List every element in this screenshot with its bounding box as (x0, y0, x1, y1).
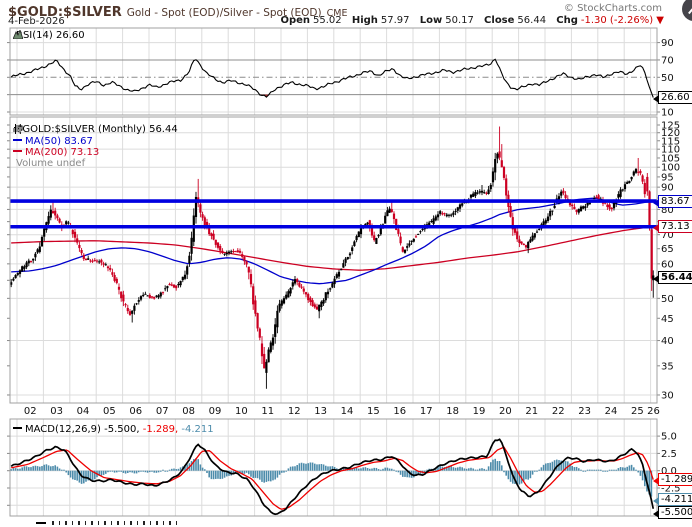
high-value: 57.97 (380, 15, 410, 26)
macd-signal-box: -1.289 (653, 473, 692, 486)
svg-text:10: 10 (661, 108, 674, 119)
close-value: 56.44 (517, 15, 547, 26)
svg-text:20: 20 (499, 406, 512, 417)
svg-text:09: 09 (209, 406, 222, 417)
svg-text:08: 08 (182, 406, 195, 417)
svg-text:02: 02 (24, 406, 37, 417)
price-legend: $GOLD:$SILVER (Monthly) 56.44 MA(50) 83.… (13, 124, 178, 169)
svg-text:23: 23 (578, 406, 591, 417)
svg-text:11: 11 (261, 406, 274, 417)
svg-text:15: 15 (367, 406, 380, 417)
ma200-line-icon (13, 150, 22, 152)
svg-text:35: 35 (661, 361, 674, 372)
svg-text:45: 45 (661, 314, 674, 325)
svg-text:03: 03 (50, 406, 63, 417)
macd-line-box: -5.500 (653, 506, 692, 519)
svg-text:25: 25 (631, 406, 644, 417)
svg-text:06: 06 (129, 406, 142, 417)
svg-text:12: 12 (288, 406, 301, 417)
svg-text:07: 07 (156, 406, 169, 417)
macd-signal-value: -1.289, (142, 424, 179, 435)
svg-text:30: 30 (661, 390, 674, 401)
rsi-label: RSI(14) (16, 30, 53, 41)
svg-text:80: 80 (661, 205, 674, 216)
svg-text:21: 21 (525, 406, 538, 417)
low-value: 50.17 (445, 15, 474, 26)
macd-label: MACD(12,26,9) (25, 424, 101, 435)
rsi-legend: RSI(14) 26.60 (13, 30, 85, 41)
svg-text:2.5: 2.5 (661, 449, 677, 460)
svg-text:70: 70 (661, 55, 674, 66)
svg-text:0.0: 0.0 (661, 466, 677, 477)
svg-text:115: 115 (661, 136, 680, 147)
macd-hist-box: -4.211 (653, 493, 692, 506)
svg-text:14: 14 (341, 406, 354, 417)
ma200-value: 73.13 (70, 147, 100, 158)
volume-label: Volume (16, 158, 54, 169)
ma200-value-box: 73.13 (653, 220, 692, 233)
svg-text:70: 70 (661, 230, 674, 241)
svg-text:90: 90 (661, 38, 674, 49)
chg-down-arrow-icon: ▼ (656, 15, 664, 26)
svg-text:04: 04 (77, 406, 90, 417)
close-value-box: 56.44 (653, 271, 692, 284)
ma50-line-icon (13, 139, 22, 141)
svg-text:50: 50 (661, 294, 674, 305)
svg-text:40: 40 (661, 336, 674, 347)
svg-text:17: 17 (420, 406, 433, 417)
symbol-description: Gold - Spot (EOD)/Silver - Spot (EOD) (126, 7, 322, 19)
chg-label: Chg (556, 15, 578, 26)
exchange-label: CME (326, 8, 348, 19)
chart-date: 4-Feb-2026 (8, 16, 65, 27)
svg-text:60: 60 (661, 259, 674, 270)
low-label: Low (419, 15, 443, 26)
svg-text:10: 10 (235, 406, 248, 417)
price-series-value: 56.44 (149, 124, 178, 135)
svg-text:105: 105 (661, 153, 680, 164)
svg-text:24: 24 (605, 406, 618, 417)
clipped-next-panel-legend (36, 521, 186, 527)
ma50-value: 83.67 (64, 136, 93, 147)
svg-text:18: 18 (446, 406, 459, 417)
macd-line-icon (13, 427, 22, 429)
corner-badge-icon (682, 0, 692, 21)
svg-text:22: 22 (552, 406, 565, 417)
ma50-value-box: 83.67 (653, 195, 692, 208)
ma200-label: MA(200) (25, 147, 68, 158)
rsi-current-box: 26.60 (653, 91, 692, 104)
svg-text:5.0: 5.0 (661, 432, 677, 443)
svg-text:125: 125 (661, 121, 680, 132)
svg-text:65: 65 (661, 244, 674, 255)
macd-legend: MACD(12,26,9) -5.500, -1.289, -4.211 (13, 424, 214, 435)
open-label: Open (280, 15, 310, 26)
rsi-value: 26.60 (55, 30, 85, 41)
copyright: © StockCharts.com (563, 3, 662, 14)
svg-text:95: 95 (661, 172, 674, 183)
macd-hist-value: -4.211 (181, 424, 214, 435)
chg-value: -1.30 (-2.26%) (580, 15, 654, 26)
svg-text:50: 50 (661, 73, 674, 84)
header: $GOLD:$SILVER Gold - Spot (EOD)/Silver - … (8, 1, 347, 20)
high-label: High (351, 15, 378, 26)
open-value: 55.02 (313, 15, 342, 26)
close-label: Close (484, 15, 515, 26)
svg-text:26: 26 (647, 406, 660, 417)
svg-text:16: 16 (393, 406, 406, 417)
svg-text:-2.5: -2.5 (661, 484, 681, 495)
quote-row: Open 55.02 High 57.97 Low 50.17 Close 56.44 … (273, 15, 664, 26)
volume-value: undef (56, 158, 86, 169)
symbol-title: $GOLD:$SILVER (8, 5, 122, 20)
ma50-label: MA(50) (25, 136, 61, 147)
svg-text:90: 90 (661, 183, 674, 194)
svg-text:100: 100 (661, 163, 680, 174)
svg-text:110: 110 (661, 145, 680, 156)
svg-text:120: 120 (661, 128, 680, 139)
svg-text:05: 05 (103, 406, 116, 417)
price-series-title: $GOLD:$SILVER (Monthly) (16, 124, 146, 135)
svg-text:13: 13 (314, 406, 327, 417)
svg-text:19: 19 (473, 406, 486, 417)
macd-line-value: -5.500, (104, 424, 140, 435)
